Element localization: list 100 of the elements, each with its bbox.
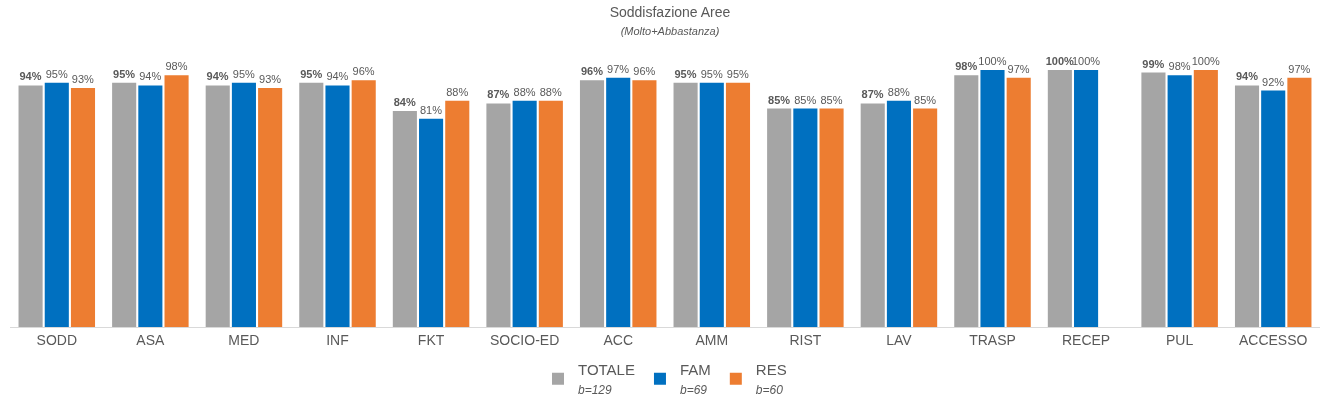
text: b=69 (679, 383, 708, 398)
data-label: 87% (487, 88, 510, 101)
legend-label: RES (755, 360, 787, 378)
bar (1141, 72, 1166, 327)
bar (486, 103, 511, 327)
data-label: 94% (1235, 70, 1259, 83)
bar (1074, 70, 1099, 327)
bar (138, 85, 163, 327)
data-label: 96% (633, 65, 656, 78)
data-label: 95% (700, 67, 723, 80)
bar (606, 77, 631, 327)
x-tick-label: AMM (695, 331, 729, 348)
bar (44, 82, 69, 327)
bar (512, 100, 537, 327)
x-tick-label: FKT (417, 331, 445, 348)
data-label: 100% (1191, 55, 1221, 67)
legend-label: TOTALE (578, 360, 635, 378)
data-label: 96% (352, 65, 375, 78)
data-label: 96% (580, 65, 604, 78)
data-label: 97% (1288, 62, 1311, 75)
chart-title: Soddisfazione Aree (609, 3, 731, 20)
data-label: 100% (978, 55, 1007, 67)
bar (299, 82, 324, 327)
data-label: 98% (1168, 60, 1191, 73)
bar (980, 70, 1005, 327)
bar (1047, 70, 1072, 327)
data-label: 97% (1007, 62, 1030, 75)
data-label: 95% (113, 67, 136, 80)
bar (1193, 70, 1218, 327)
bar (1167, 75, 1192, 327)
legend-label: FAM (679, 360, 711, 378)
bar (112, 82, 137, 327)
data-label: 93% (259, 72, 282, 85)
text: b=129 (578, 383, 613, 398)
bar (445, 100, 470, 327)
data-label: 85% (794, 93, 817, 106)
chart-subtitle: (Molto+Abbastanza) (620, 24, 720, 37)
bar (860, 103, 885, 327)
data-label: 92% (1262, 75, 1285, 88)
data-label: 85% (768, 93, 791, 106)
bar (725, 82, 751, 327)
bar (18, 85, 43, 327)
bar (632, 80, 657, 327)
bar (819, 108, 844, 327)
bar (392, 111, 417, 327)
data-label: 85% (914, 93, 937, 106)
bar (351, 80, 376, 327)
bar (954, 75, 979, 327)
bar (886, 100, 911, 327)
x-tick-label: PUL (1166, 331, 1194, 348)
bar (538, 100, 563, 327)
x-tick-label: ACC (603, 331, 633, 348)
bar (579, 80, 605, 327)
x-tick-label: ASA (136, 331, 166, 348)
data-label: 98% (165, 60, 188, 73)
bar (164, 75, 189, 327)
x-tick-label: INF (326, 331, 349, 348)
data-label: 95% (726, 67, 750, 80)
bar (673, 82, 698, 327)
x-tick-label: ACCESSO (1238, 331, 1308, 348)
bar (1287, 77, 1312, 327)
data-label: 94% (206, 70, 229, 83)
bar (325, 85, 350, 327)
data-label: 94% (326, 70, 349, 83)
x-tick-label: MED (228, 331, 260, 348)
x-tick-label: SODD (36, 331, 78, 348)
data-label: 81% (419, 103, 443, 116)
data-label: 84% (393, 96, 416, 109)
x-tick-label: RIST (789, 331, 822, 348)
data-label: 95% (300, 67, 323, 80)
bar (205, 85, 230, 327)
bar (258, 87, 283, 327)
data-label: 88% (887, 85, 911, 98)
bar (793, 108, 818, 327)
bar (70, 87, 96, 327)
data-label: 88% (513, 85, 536, 98)
data-label: 95% (674, 67, 697, 80)
bar (1006, 77, 1031, 327)
x-tick-label: SOCIO-ED (490, 331, 560, 348)
x-tick-label: LAV (886, 331, 913, 348)
data-label: 93% (71, 72, 95, 85)
bar (767, 108, 792, 327)
data-label: 88% (539, 85, 562, 98)
data-label: 94% (19, 70, 42, 83)
x-tick-label: RECEP (1061, 331, 1111, 348)
bar (1234, 85, 1260, 327)
data-label: 97% (607, 62, 630, 75)
data-label: 98% (955, 60, 978, 73)
data-label: 99% (1142, 57, 1165, 70)
bar (419, 118, 444, 327)
data-label: 95% (45, 67, 68, 80)
x-tick-label: TRASP (969, 331, 1016, 348)
bar (913, 108, 938, 327)
data-label: 87% (861, 88, 884, 101)
data-label: 85% (820, 93, 843, 106)
data-label: 100% (1045, 55, 1075, 67)
data-label: 88% (446, 85, 469, 98)
bar (1261, 90, 1286, 327)
bar (699, 82, 724, 327)
data-label: 94% (139, 70, 162, 83)
